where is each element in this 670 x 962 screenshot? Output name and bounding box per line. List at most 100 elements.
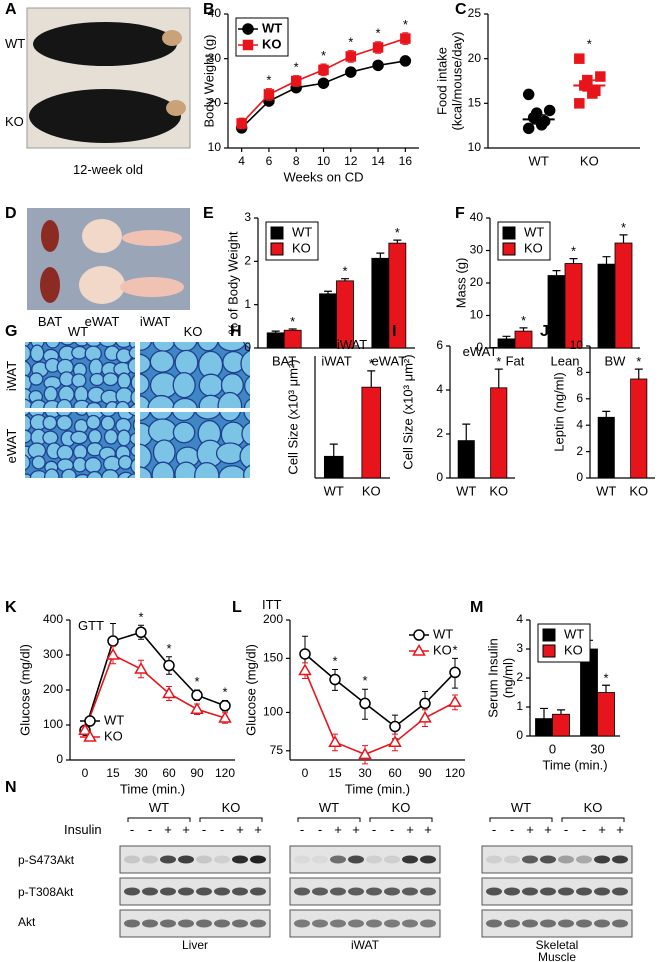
y-tick-label: 10 [470, 308, 484, 322]
band [250, 887, 266, 896]
cell [171, 412, 196, 422]
cell [151, 461, 175, 478]
cell [25, 344, 32, 362]
cell [56, 414, 73, 431]
group-bracket [561, 817, 625, 822]
band [142, 855, 158, 864]
y-tick-label: 2 [244, 254, 251, 268]
cell [140, 373, 150, 395]
significance: * [266, 73, 271, 88]
cell [242, 464, 250, 478]
cell [87, 428, 103, 445]
tissue-label: Muscle [538, 950, 576, 962]
significance: * [621, 220, 626, 235]
group-label: WT [149, 800, 169, 815]
significance: * [362, 673, 367, 688]
panel-letter: C [455, 1, 467, 18]
bar [283, 329, 302, 349]
x-tick-label: 4 [238, 154, 245, 168]
cells [25, 342, 135, 408]
band [522, 887, 538, 896]
cell [140, 466, 153, 478]
lane-sign: + [352, 822, 360, 837]
point [135, 626, 147, 638]
bar [597, 263, 616, 349]
point [419, 697, 431, 710]
x-tick-label: 60 [162, 766, 176, 780]
x-tick-label: Fat [506, 353, 525, 368]
group-bracket [127, 817, 191, 822]
point [574, 98, 585, 109]
panel-letter: I [392, 323, 396, 340]
y-axis-label: Body Weight (g) [201, 35, 216, 128]
y-tick-label: 2 [516, 670, 523, 684]
y-tick-label: 20 [468, 51, 482, 65]
x-tick-label: 90 [190, 766, 204, 780]
y-tick-label: 300 [43, 647, 63, 661]
band [420, 887, 436, 896]
tissue-label: Skeletal [536, 938, 579, 952]
histology-image [25, 342, 135, 408]
row-label: WT [5, 36, 25, 51]
x-axis-label: Time (min.) [345, 781, 410, 796]
band [232, 887, 248, 896]
y-tick-label: 0 [516, 728, 523, 742]
band [612, 919, 628, 928]
mouse-wt [33, 22, 177, 66]
significance: * [571, 244, 576, 259]
cell [149, 350, 175, 373]
error-bar [519, 327, 528, 332]
band [160, 855, 176, 864]
x-tick-label: 90 [418, 766, 432, 780]
cell [100, 415, 116, 431]
x-tick-label: BAT [272, 353, 296, 368]
legend-marker [242, 23, 254, 35]
column-label: KO [184, 324, 203, 339]
band [178, 855, 194, 864]
group-label: KO [222, 800, 241, 815]
lane-sign: + [544, 822, 552, 837]
significance: * [194, 674, 199, 689]
x-tick-label: 12 [344, 154, 358, 168]
y-tick-label: 10 [208, 140, 222, 154]
series-line [304, 653, 456, 728]
panel-letter: K [5, 599, 17, 616]
cell [215, 442, 245, 465]
band [540, 887, 556, 896]
point [358, 747, 372, 760]
lane-sign: + [254, 822, 262, 837]
y-axis-label: (kcal/mouse/day) [449, 32, 464, 131]
cell [42, 430, 59, 445]
point [78, 723, 92, 735]
cell [56, 398, 73, 408]
band [214, 919, 230, 928]
y-axis-label: % of Body Weight [225, 231, 240, 334]
y-tick-label: 2 [576, 444, 583, 458]
tissue-label: BAT [38, 314, 62, 329]
x-tick-label: 0 [549, 741, 556, 756]
chart-title: GTT [78, 618, 104, 633]
x-tick-label: 60 [388, 766, 402, 780]
point [522, 122, 535, 135]
cell [61, 468, 77, 478]
band [294, 855, 310, 864]
panel-letter: G [5, 323, 17, 340]
cell [98, 342, 118, 348]
significance: * [395, 225, 400, 240]
lane-sign: - [564, 822, 568, 837]
band [384, 855, 400, 864]
significance: * [342, 264, 347, 279]
tissue-label: eWAT [85, 314, 120, 329]
band [420, 919, 436, 928]
significance: * [166, 641, 171, 656]
error-bar [531, 114, 546, 125]
bar [514, 330, 533, 349]
cell [115, 400, 131, 408]
point [298, 663, 312, 676]
cell [25, 342, 31, 348]
lane-sign: + [616, 822, 624, 837]
cell [217, 391, 243, 408]
band [558, 855, 574, 864]
point [290, 75, 302, 87]
y-axis-label: Glucose (mg/dl) [243, 644, 258, 736]
